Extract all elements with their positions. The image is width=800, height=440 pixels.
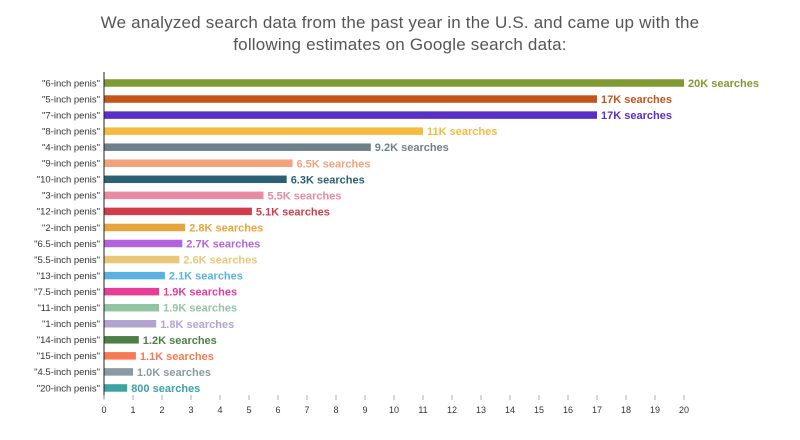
data-label: 1.8K searches [160, 319, 234, 331]
bar [104, 79, 684, 87]
data-label: 2.7K searches [186, 239, 260, 251]
x-tick-label: 19 [650, 405, 660, 415]
category-label: "14-inch penis" [37, 335, 100, 346]
bar [104, 368, 133, 376]
data-label: 5.5K searches [268, 190, 342, 202]
x-tick-label: 1 [130, 405, 135, 415]
bar [104, 95, 597, 103]
bar [104, 111, 597, 119]
category-label: "15-inch penis" [37, 351, 100, 362]
category-label: "7.5-inch penis" [34, 287, 100, 298]
category-label: "9-inch penis" [42, 159, 100, 170]
chart-title: We analyzed search data from the past ye… [0, 12, 800, 56]
x-tick-label: 6 [275, 405, 280, 415]
bar [104, 127, 423, 135]
data-label: 1.9K searches [163, 303, 237, 315]
x-tick-label: 12 [447, 405, 457, 415]
x-tick-label: 8 [333, 405, 338, 415]
x-tick-label: 16 [563, 405, 573, 415]
x-tick-label: 5 [246, 405, 251, 415]
category-label: "10-inch penis" [37, 175, 100, 186]
category-label: "2-inch penis" [42, 223, 100, 234]
data-label: 1.2K searches [143, 335, 217, 347]
bar [104, 271, 165, 280]
data-label: 2.6K searches [183, 255, 257, 267]
x-tick-label: 11 [418, 405, 427, 415]
bar [104, 384, 128, 392]
data-label: 2.8K searches [189, 222, 263, 234]
category-label: "13-inch penis" [37, 271, 100, 282]
data-label: 6.3K searches [291, 174, 365, 186]
bar [104, 143, 371, 151]
x-tick-label: 0 [101, 405, 106, 415]
data-label: 5.1K searches [256, 206, 330, 218]
data-label: 17K searches [601, 94, 672, 106]
bar [104, 159, 293, 167]
bar [104, 255, 180, 264]
category-label: "7-inch penis" [42, 110, 100, 121]
bar [104, 191, 264, 200]
x-tick-label: 13 [476, 405, 486, 415]
x-tick-label: 15 [534, 405, 544, 415]
data-label: 800 searches [131, 383, 200, 395]
bar [104, 239, 183, 248]
category-label: "5-inch penis" [42, 94, 100, 105]
bar [104, 207, 252, 216]
category-label: "12-inch penis" [37, 207, 100, 218]
category-label: "4.5-inch penis" [34, 367, 100, 378]
category-label: "11-inch penis" [37, 303, 100, 314]
bar [104, 175, 287, 184]
bar [104, 303, 160, 312]
x-tick-label: 3 [188, 405, 193, 415]
x-tick-label: 17 [592, 405, 602, 415]
x-tick-label: 7 [304, 405, 309, 415]
category-label: "3-inch penis" [42, 191, 100, 202]
bar [104, 223, 186, 232]
category-label: "4-inch penis" [42, 143, 100, 154]
data-label: 1.0K searches [137, 367, 211, 379]
x-tick-label: 2 [159, 405, 164, 415]
data-label: 11K searches [427, 126, 497, 138]
x-tick-label: 14 [505, 405, 515, 415]
x-tick-label: 4 [217, 405, 222, 415]
category-label: "8-inch penis" [42, 126, 100, 137]
bar [104, 352, 136, 360]
category-label: "1-inch penis" [42, 319, 100, 330]
x-tick-label: 10 [389, 405, 399, 415]
bar [104, 320, 157, 328]
x-tick-label: 20 [679, 405, 689, 415]
chart-title-line-2: following estimates on Google search dat… [233, 35, 567, 54]
category-label: "5.5-inch penis" [34, 255, 100, 266]
data-label: 1.9K searches [163, 287, 237, 299]
category-label: "6-inch penis" [42, 78, 100, 89]
category-label: "6.5-inch penis" [34, 239, 100, 250]
data-label: 2.1K searches [169, 271, 243, 283]
data-label: 9.2K searches [375, 142, 449, 154]
chart-title-line-1: We analyzed search data from the past ye… [100, 13, 700, 32]
x-tick-label: 9 [362, 405, 367, 415]
data-label: 6.5K searches [297, 158, 371, 170]
bar [104, 336, 139, 344]
category-label: "20-inch penis" [37, 383, 100, 394]
data-label: 20K searches [688, 78, 759, 90]
data-label: 17K searches [601, 110, 672, 122]
x-tick-label: 18 [621, 405, 631, 415]
data-label: 1.1K searches [140, 351, 214, 363]
bar [104, 287, 160, 296]
